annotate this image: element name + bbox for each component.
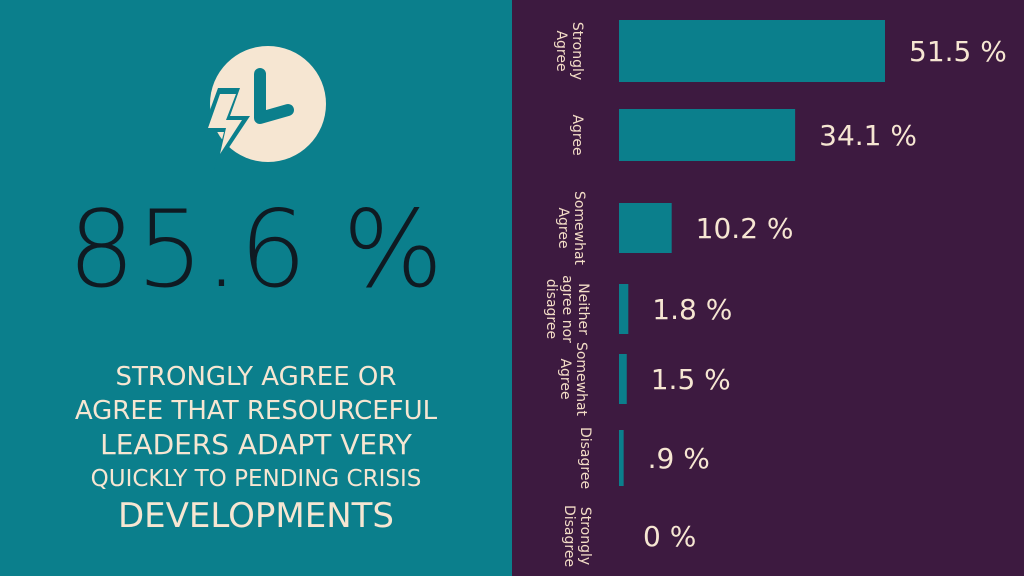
chart-category-label: Disagree bbox=[577, 427, 593, 489]
chart-bar bbox=[619, 284, 629, 334]
chart-category-label: StronglyDisagree bbox=[561, 505, 593, 567]
chart-bar bbox=[619, 20, 885, 82]
chart-value-label: 0 % bbox=[643, 520, 696, 553]
chart-bar bbox=[619, 430, 624, 486]
chart-value-label: 51.5 % bbox=[909, 35, 1007, 68]
chart-category-label: SomewhatAgree bbox=[557, 342, 589, 417]
headline-text: Strongly agree or agree that resourceful… bbox=[60, 360, 452, 536]
chart-category-label: StronglyAgree bbox=[553, 22, 585, 80]
chart-category-label: Neitheragree nordisagree bbox=[543, 275, 591, 343]
chart-bar bbox=[619, 354, 627, 404]
stat-panel: 85.6 % Strongly agree or agree that reso… bbox=[0, 0, 512, 576]
chart-category-label: Agree bbox=[569, 114, 585, 155]
chart-category-label: SomewhatAgree bbox=[555, 191, 587, 266]
headline-line: agree that resourceful bbox=[74, 396, 438, 426]
survey-bar-chart: 51.5 % StronglyAgree 34.1 % Agree 10.2 % Some… bbox=[543, 20, 1007, 567]
chart-bar bbox=[619, 203, 672, 253]
chart-bar bbox=[619, 109, 796, 161]
headline-line: Strongly agree or bbox=[115, 362, 397, 392]
chart-value-label: 1.8 % bbox=[652, 293, 732, 326]
headline-line: leaders adapt very bbox=[100, 428, 412, 461]
lightning-clock-icon bbox=[180, 44, 340, 174]
chart-value-label: 1.5 % bbox=[651, 363, 731, 396]
chart-value-label: 34.1 % bbox=[819, 119, 917, 152]
headline-stat: 85.6 % bbox=[67, 188, 445, 311]
headline-line: quickly to pending crisis bbox=[90, 466, 422, 492]
chart-panel bbox=[512, 0, 1024, 576]
headline-line: developments bbox=[117, 496, 394, 536]
chart-value-label: 10.2 % bbox=[696, 212, 794, 245]
chart-value-label: .9 % bbox=[648, 442, 710, 475]
